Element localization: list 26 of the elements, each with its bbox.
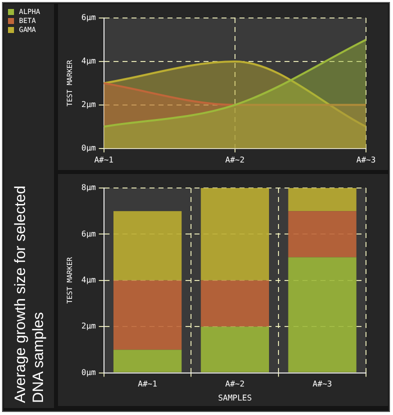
bar [113,280,182,350]
x-tick-label: A#~2 [225,380,245,389]
bar [200,188,270,280]
x-tick-label: A#~1 [94,155,114,164]
bar [288,211,356,258]
bar [288,188,356,212]
bar [113,211,182,280]
bar [113,350,182,372]
bar [200,280,270,327]
bar [288,257,356,372]
bar [200,326,270,372]
y-tick-label: 2µm [81,322,96,331]
y-tick-label: 4µm [81,275,96,284]
y-tick-label: 4µm [81,56,96,66]
y-tick-label: 8µm [81,183,96,192]
x-axis-title: SAMPLES [218,393,252,402]
y-tick-label: 6µm [81,13,96,22]
y-tick-label: 0µm [81,368,96,377]
text: Average growth size for selected DNA samples [12,184,48,403]
x-tick-label: A#~3 [356,155,376,164]
x-tick-label: A#~1 [138,380,158,389]
x-tick-label: A#~2 [225,155,245,164]
y-tick-label: 2µm [81,100,96,110]
x-tick-label: A#~3 [312,380,332,389]
y-tick-label: 0µm [81,143,96,152]
y-tick-label: 6µm [81,229,96,238]
